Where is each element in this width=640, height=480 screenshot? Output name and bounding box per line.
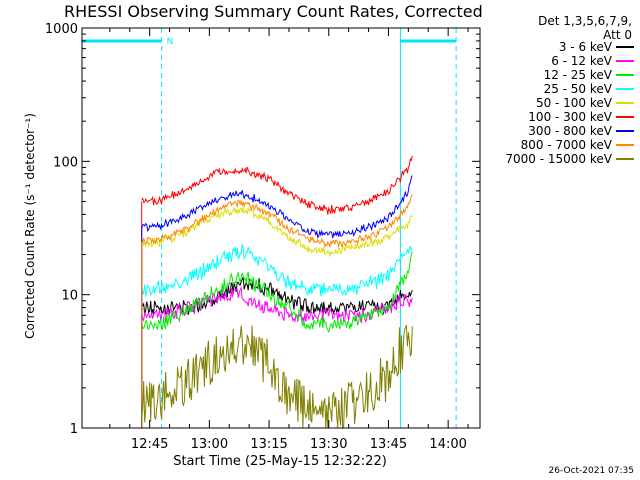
series-line-5 <box>141 155 413 215</box>
legend-swatch <box>616 130 634 132</box>
y-axis-label: Corrected Count Rate (s⁻¹ detector⁻¹) <box>23 113 37 339</box>
y-tick-label-3: 1000 <box>45 22 78 37</box>
chart-title: RHESSI Observing Summary Count Rates, Co… <box>64 2 483 21</box>
x-tick-label-4: 13:45 <box>370 437 407 452</box>
y-axis: 1 10 100 1000 <box>45 22 480 437</box>
legend: 3 - 6 keV 6 - 12 keV 12 - 25 keV 25 - 50 ke… <box>474 40 634 166</box>
series-line-8 <box>141 324 413 430</box>
x-axis: 12:45 13:00 13:15 13:30 13:45 14:00 <box>109 28 469 452</box>
y-tick-label-2: 100 <box>53 155 78 170</box>
series-line-4 <box>141 206 413 258</box>
legend-label: 800 - 7000 keV <box>520 138 612 152</box>
legend-label: 100 - 300 keV <box>528 110 612 124</box>
legend-item: 300 - 800 keV <box>474 124 634 138</box>
legend-label: 7000 - 15000 keV <box>505 152 612 166</box>
x-tick-label-1: 13:00 <box>191 437 228 452</box>
legend-item: 3 - 6 keV <box>474 40 634 54</box>
legend-swatch <box>616 116 634 118</box>
detector-header: Det 1,3,5,6,7,9, Att 0 <box>492 14 632 42</box>
legend-label: 12 - 25 keV <box>543 68 612 82</box>
legend-item: 100 - 300 keV <box>474 110 634 124</box>
legend-swatch <box>616 60 634 62</box>
plot-frame <box>81 27 481 429</box>
legend-item: 50 - 100 keV <box>474 96 634 110</box>
legend-label: 50 - 100 keV <box>535 96 612 110</box>
series-line-6 <box>141 175 413 239</box>
legend-label: 3 - 6 keV <box>558 40 612 54</box>
series-line-3 <box>141 243 413 297</box>
legend-item: 7000 - 15000 keV <box>474 152 634 166</box>
series-line-2 <box>141 251 413 333</box>
legend-item: 12 - 25 keV <box>474 68 634 82</box>
legend-item: 800 - 7000 keV <box>474 138 634 152</box>
x-tick-label-5: 14:00 <box>429 437 466 452</box>
x-tick-label-3: 13:30 <box>310 437 347 452</box>
series-line-7 <box>141 194 413 249</box>
legend-swatch <box>616 102 634 104</box>
legend-item: 25 - 50 keV <box>474 82 634 96</box>
x-tick-label-0: 12:45 <box>131 437 168 452</box>
legend-swatch <box>616 158 634 160</box>
legend-label: 6 - 12 keV <box>551 54 612 68</box>
legend-swatch <box>616 74 634 76</box>
y-tick-label-1: 10 <box>61 289 78 304</box>
x-tick-label-2: 13:15 <box>250 437 287 452</box>
legend-swatch <box>616 144 634 146</box>
attenuator-state: Att 0 <box>603 28 632 42</box>
legend-label: 300 - 800 keV <box>528 124 612 138</box>
legend-swatch <box>616 88 634 90</box>
night-marker-label: N <box>167 37 174 47</box>
detector-list: Det 1,3,5,6,7,9, <box>538 14 632 28</box>
timestamp: 26-Oct-2021 07:35 <box>548 466 634 476</box>
series-group <box>141 155 413 430</box>
legend-swatch <box>616 46 634 48</box>
legend-item: 6 - 12 keV <box>474 54 634 68</box>
legend-label: 25 - 50 keV <box>543 82 612 96</box>
x-axis-label: Start Time (25-May-15 12:32:22) <box>173 454 387 469</box>
y-tick-label-0: 1 <box>70 422 78 437</box>
